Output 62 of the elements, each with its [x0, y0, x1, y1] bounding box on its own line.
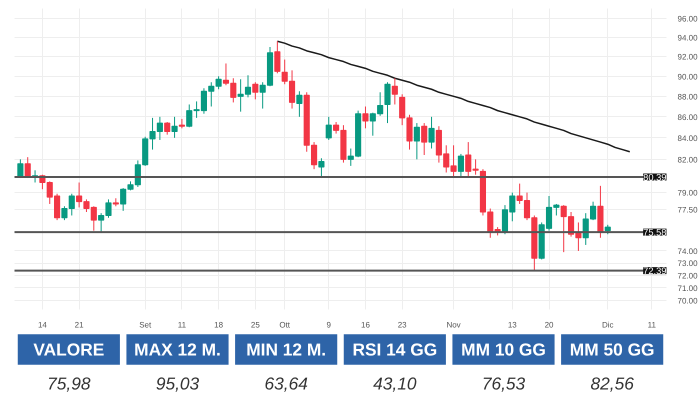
ref-line-label: 75.58 [643, 228, 666, 238]
x-tick-label: 14 [38, 320, 48, 330]
y-tick-label: 71.00 [678, 284, 698, 293]
y-tick-label: 84.00 [678, 134, 698, 143]
candlestick [164, 122, 170, 136]
x-tick-label: 16 [361, 320, 370, 330]
candlestick [414, 122, 420, 160]
y-tick-label: 90.00 [678, 72, 698, 82]
y-tick-label: 73.00 [678, 259, 698, 268]
candlestick [384, 82, 391, 124]
candlestick [428, 116, 435, 150]
y-tick-label: 74.00 [678, 246, 698, 256]
candlestick [178, 118, 185, 129]
candlestick [171, 116, 178, 138]
category-label: MIN 12 M. [246, 340, 326, 360]
y-tick-label: 88.00 [678, 92, 698, 102]
x-tick-label: 25 [250, 320, 260, 330]
x-tick-label: 13 [508, 320, 518, 330]
candlestick [392, 78, 398, 105]
x-tick-label: 11 [178, 320, 187, 330]
x-tick-label: 21 [74, 320, 84, 330]
candlestick [274, 40, 280, 74]
x-tick-label: Nov [446, 320, 461, 330]
candlestick [604, 224, 611, 235]
candlestick [362, 106, 369, 129]
category-label: VALORE [33, 340, 104, 360]
y-tick-label: 77.50 [678, 206, 698, 215]
x-tick-label: Dic [602, 320, 614, 330]
y-tick-label: 82.00 [678, 155, 698, 164]
y-tick-label: 70.00 [678, 296, 698, 306]
x-tick-label: 9 [326, 320, 332, 330]
x-tick-label: Set [139, 320, 152, 330]
text: 82,56 [590, 374, 634, 394]
ref-line-label: 80.39 [643, 172, 666, 183]
category-label: RSI 14 GG [352, 340, 438, 360]
text: 43,10 [373, 374, 417, 394]
text: 95,03 [156, 374, 200, 394]
y-tick-label: 96.00 [678, 14, 698, 24]
line-series [276, 40, 631, 152]
x-tick-label: 20 [544, 320, 554, 330]
text: 63,64 [264, 374, 308, 394]
x-tick-label: 11 [648, 320, 657, 330]
y-tick-label: 86.00 [678, 112, 698, 122]
y-tick-label: 79.00 [678, 188, 698, 198]
y-tick-label: 92.00 [678, 52, 698, 62]
candlestick [326, 116, 332, 140]
y-tick-label: 94.00 [678, 33, 698, 42]
x-tick-label: 23 [398, 320, 408, 330]
candlestick [318, 158, 324, 179]
text: 75,98 [47, 374, 91, 394]
candlestick [252, 82, 258, 100]
y-tick-label: 72.00 [678, 271, 698, 280]
candlestick [296, 90, 302, 118]
candlestick [421, 122, 428, 156]
ref-line-label: 72.39 [643, 266, 666, 276]
x-tick-label: 18 [214, 320, 224, 330]
candlestick [458, 153, 464, 179]
x-tick-label: Ott [279, 320, 291, 330]
text: 76,53 [482, 374, 526, 394]
category-label: MM 50 GG [570, 340, 655, 360]
category-label: MAX 12 M. [134, 340, 221, 360]
category-label: MM 10 GG [461, 340, 546, 360]
